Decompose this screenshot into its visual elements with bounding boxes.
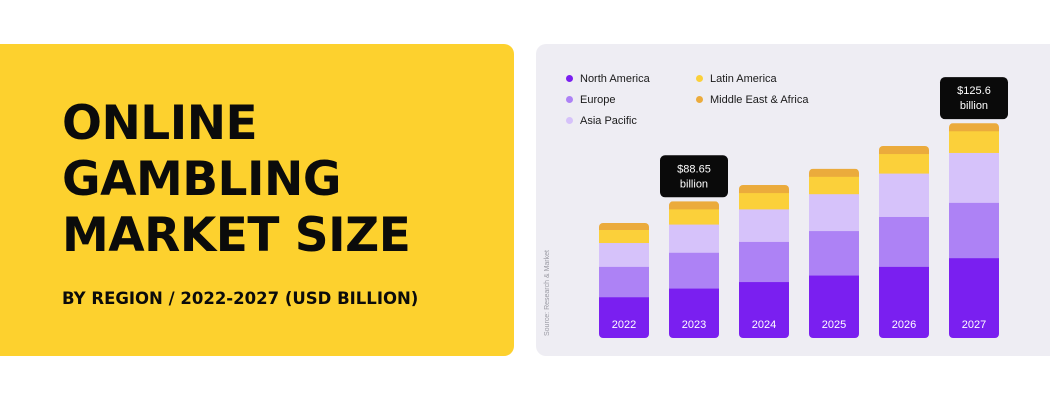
bar-segment-north-america-2026 [879,266,929,338]
bar-segment-europe-2022 [599,266,649,298]
callout-text: billion [960,100,988,112]
bar-stack-2023 [669,201,719,338]
legend-swatch [566,116,573,124]
callout-box [660,155,728,198]
legend-item-middle-east-africa: Middle East & Africa [696,94,808,106]
x-tick-label: 2023 [682,319,706,331]
bar-segment-north-america-2022 [599,296,649,339]
legend-item-north-america: North America [566,73,650,85]
bar-segment-latin-america-2023 [669,208,719,225]
bar-segment-latin-america-2025 [809,176,859,195]
legend-swatch [696,95,703,103]
title-line: ONLINE [62,96,258,151]
title-card [0,44,514,356]
bar-segment-asia-pacific-2027 [949,152,999,203]
bar-segment-europe-2027 [949,202,999,259]
title-line: GAMBLING [62,152,341,207]
x-tick-label: 2025 [822,319,846,331]
bar-segment-north-america-2025 [809,275,859,338]
callout-box [940,77,1008,120]
bar-segment-middle-east-africa-2022 [599,222,649,230]
bar-stack-2027 [949,123,999,338]
bar-stack-2025 [809,168,859,338]
stacked-bar-chart: 2022 2023 $88.65 billion 2024 2025 2026 2027 $12… [599,77,1008,339]
legend-item-asia-pacific: Asia Pacific [566,115,637,127]
bar-segment-europe-2025 [809,230,859,276]
value-callout-2027: $125.6 billion [940,77,1008,120]
chart-title: ONLINE GAMBLING MARKET SIZE [62,96,502,264]
bar-segment-north-america-2027 [949,257,999,338]
x-tick-label: 2026 [892,319,916,331]
bar-segment-middle-east-africa-2025 [809,168,859,177]
bar-segment-north-america-2024 [739,281,789,338]
legend-swatch [696,74,703,82]
bar-segment-asia-pacific-2025 [809,193,859,232]
x-tick-label: 2027 [962,319,986,331]
callout-text: $125.6 [957,85,991,97]
bar-segment-middle-east-africa-2026 [879,145,929,155]
bar-segment-europe-2024 [739,241,789,283]
legend-swatch [566,74,573,82]
chart-subtitle: BY REGION / 2022-2027 (USD BILLION) [62,289,419,308]
bar-stack-2024 [739,185,789,338]
bar-stack-2022 [599,222,649,339]
bar-segment-asia-pacific-2022 [599,242,649,267]
bar-segment-middle-east-africa-2024 [739,185,789,194]
x-tick-label: 2024 [752,319,776,331]
bar-segment-latin-america-2027 [949,130,999,153]
callout-text: $88.65 [677,163,711,175]
bar-segment-latin-america-2022 [599,229,649,244]
title-line: MARKET SIZE [62,208,411,263]
bar-stack-2026 [879,145,929,338]
bar-segment-middle-east-africa-2027 [949,123,999,132]
bar-segment-north-america-2023 [669,288,719,338]
callout-text: billion [680,178,708,190]
bar-segment-asia-pacific-2024 [739,208,789,242]
legend-item-europe: Europe [566,94,615,106]
x-tick-label: 2022 [612,319,636,331]
legend-label: Europe [580,94,616,106]
legend-label: Asia Pacific [580,115,637,127]
legend-label: North America [580,73,650,85]
legend-swatch [566,95,573,103]
bar-segment-asia-pacific-2023 [669,224,719,253]
bar-segment-middle-east-africa-2023 [669,201,719,210]
legend-item-latin-america: Latin America [696,73,777,85]
bar-segment-latin-america-2026 [879,153,929,174]
legend-label: Middle East & Africa [710,94,809,106]
legend-label: Latin America [710,73,777,85]
value-callout-2023: $88.65 billion [660,155,728,198]
bar-segment-europe-2026 [879,216,929,267]
bar-segment-europe-2023 [669,252,719,289]
bar-segment-asia-pacific-2026 [879,173,929,217]
bar-segment-latin-america-2024 [739,192,789,210]
